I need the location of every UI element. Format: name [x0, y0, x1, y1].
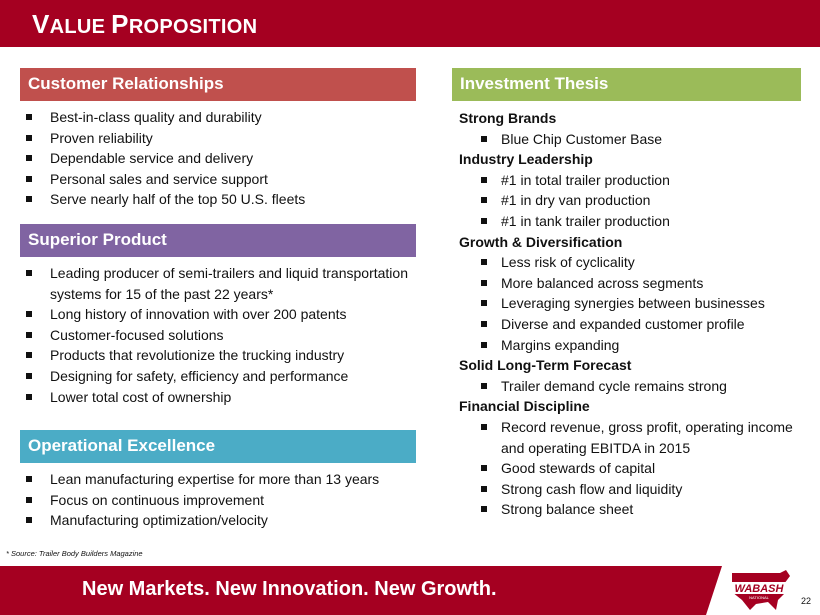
list-item: Designing for safety, efficiency and per…	[22, 366, 422, 387]
wabash-logo: WABASH NATIONAL	[732, 570, 790, 610]
list-item: Manufacturing optimization/velocity	[22, 510, 432, 531]
list-item: Proven reliability	[22, 128, 422, 149]
operational-excellence-heading: Operational Excellence	[20, 430, 416, 463]
customer-list: Best-in-class quality and durability Prov…	[22, 107, 422, 210]
list-item: Dependable service and delivery	[22, 148, 422, 169]
page-title: VALUE PROPOSITION	[32, 9, 258, 39]
customer-relationships-heading: Customer Relationships	[20, 68, 416, 101]
thesis-group-heading: Strong Brands	[459, 110, 557, 126]
list-item: #1 in total trailer production	[459, 170, 804, 191]
footnote: * Source: Trailer Body Builders Magazine	[6, 549, 143, 558]
list-item: Strong cash flow and liquidity	[459, 479, 804, 500]
list-item: Diverse and expanded customer profile	[459, 314, 804, 335]
investment-thesis-list: Strong Brands Blue Chip Customer Base Indu…	[459, 108, 804, 520]
svg-text:NATIONAL: NATIONAL	[749, 595, 769, 600]
footer-band	[0, 566, 722, 615]
investment-thesis-heading: Investment Thesis	[452, 68, 801, 101]
list-item: Blue Chip Customer Base	[459, 129, 804, 150]
thesis-group-heading: Growth & Diversification	[459, 233, 623, 250]
list-item: Leading producer of semi-trailers and li…	[22, 263, 422, 304]
operational-list: Lean manufacturing expertise for more th…	[22, 469, 432, 531]
list-item: Serve nearly half of the top 50 U.S. fle…	[22, 189, 422, 210]
superior-product-heading: Superior Product	[20, 224, 416, 257]
list-item: Products that revolutionize the trucking…	[22, 345, 422, 366]
superior-list: Leading producer of semi-trailers and li…	[22, 263, 422, 407]
list-item: Good stewards of capital	[459, 458, 804, 479]
thesis-group-heading: Industry Leadership	[459, 151, 593, 168]
list-item: Lean manufacturing expertise for more th…	[22, 469, 432, 490]
list-item: Less risk of cyclicality	[459, 252, 804, 273]
list-item: Margins expanding	[459, 335, 804, 356]
header-bar	[0, 0, 820, 47]
page-number: 22	[801, 596, 812, 606]
list-item: Focus on continuous improvement	[22, 490, 432, 511]
list-item: Leveraging synergies between businesses	[459, 293, 804, 314]
list-item: Customer-focused solutions	[22, 325, 422, 346]
list-item: Record revenue, gross profit, operating …	[459, 417, 804, 458]
list-item: Strong balance sheet	[459, 499, 804, 520]
list-item: #1 in dry van production	[459, 190, 804, 211]
thesis-group-heading: Solid Long-Term Forecast	[459, 357, 632, 374]
list-item: Long history of innovation with over 200…	[22, 304, 422, 325]
list-item: Best-in-class quality and durability	[22, 107, 422, 128]
list-item: Personal sales and service support	[22, 169, 422, 190]
footer-tagline: New Markets. New Innovation. New Growth.	[82, 578, 497, 600]
thesis-group-heading: Financial Discipline	[459, 398, 590, 415]
list-item: More balanced across segments	[459, 273, 804, 294]
list-item: #1 in tank trailer production	[459, 211, 804, 232]
list-item: Trailer demand cycle remains strong	[459, 376, 804, 397]
svg-text:WABASH: WABASH	[735, 583, 785, 595]
list-item: Lower total cost of ownership	[22, 387, 422, 408]
